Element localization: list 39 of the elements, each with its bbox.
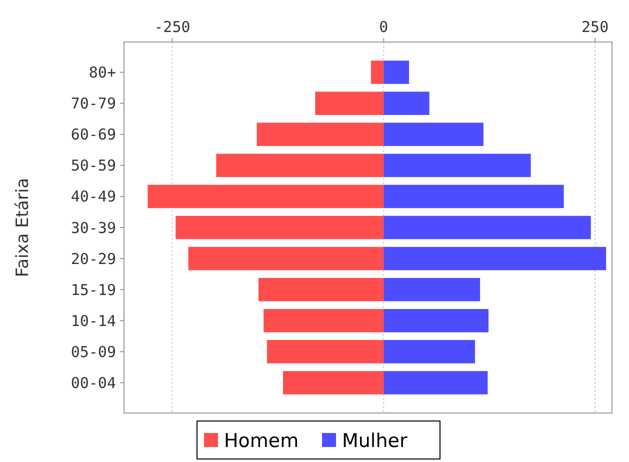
legend-label: Mulher: [342, 430, 408, 452]
x-tick-label: -250: [154, 18, 190, 36]
y-tick-label: 30-39: [70, 218, 116, 237]
bar: [384, 60, 410, 84]
y-tick-label: 10-14: [70, 312, 116, 330]
bar: [258, 278, 384, 302]
y-tick-label: 60-69: [70, 126, 116, 144]
bar: [148, 184, 384, 208]
bar: [384, 184, 564, 208]
bar: [216, 154, 384, 178]
bar: [384, 278, 480, 302]
y-tick-label: 15-19: [70, 280, 116, 299]
bar: [256, 122, 384, 146]
y-axis-title: Faixa Etária: [13, 178, 33, 278]
bar: [370, 60, 384, 84]
y-tick-label: 05-09: [70, 342, 116, 361]
bar: [384, 308, 489, 332]
y-tick-label: 80+: [88, 64, 116, 82]
bar: [384, 154, 531, 178]
y-tick-label: 70-79: [70, 94, 116, 113]
bar: [283, 371, 384, 394]
y-tick-label: 40-49: [70, 188, 116, 206]
x-tick-label: 250: [582, 18, 609, 36]
bar: [264, 308, 384, 332]
bar: [315, 92, 384, 115]
y-tick-label: 20-29: [70, 250, 116, 268]
x-tick-label: 0: [379, 18, 388, 36]
bar: [384, 216, 591, 240]
bar: [384, 246, 606, 270]
bar: [384, 92, 430, 115]
bar: [384, 340, 475, 364]
y-tick-label: 00-04: [70, 374, 116, 392]
bar: [176, 216, 384, 240]
bar: [384, 122, 484, 146]
bar: [188, 246, 384, 270]
bar: [266, 340, 384, 364]
legend-label: Homem: [224, 430, 299, 452]
bar: [384, 371, 488, 394]
y-tick-label: 50-59: [70, 156, 116, 175]
